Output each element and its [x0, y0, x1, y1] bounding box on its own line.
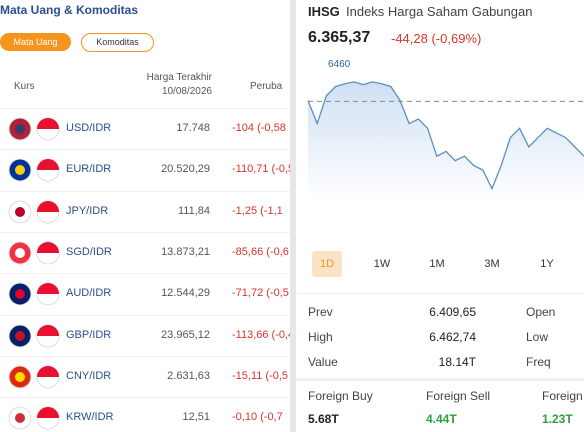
flag-inner [15, 165, 25, 176]
price: 2.631,63 [167, 369, 210, 382]
change: -1,25 (-1,1 [232, 204, 283, 217]
flag-id-red [37, 365, 59, 377]
price: 12,51 [182, 411, 210, 424]
flag-inner [15, 413, 25, 424]
price: 23.965,12 [161, 328, 210, 341]
pair: AUD/IDR [66, 287, 112, 300]
high-label: 6460 [328, 59, 351, 70]
flags [8, 324, 60, 347]
flags [8, 282, 60, 306]
index-name: Indeks Harga Saham Gabungan [346, 4, 533, 19]
area [308, 81, 584, 200]
stat-label: High [308, 330, 333, 344]
foreign-label: Foreign Buy [308, 389, 373, 403]
change: -44,28 (-0,69%) [391, 31, 482, 46]
price: 6.365,37 [308, 29, 371, 46]
column-header: Peruba [250, 81, 283, 92]
currency-panel: Mata Uang & Komoditas Mata Uang Komoditas K… [0, 0, 290, 432]
flags [8, 365, 60, 389]
column-header: 10/08/2026 [161, 86, 212, 97]
currency-row[interactable]: AUD/IDR 12.544,29 -71,72 (-0,5 [0, 273, 290, 315]
foreign-label: Foreign [542, 389, 583, 403]
currency-row[interactable]: SGD/IDR 13.873,21 -85,66 (-0,6 [0, 231, 290, 274]
change: -104 (-0,58 [232, 122, 286, 134]
currency-row[interactable]: EUR/IDR 20.520,29 -110,71 (-0,54 [0, 149, 290, 191]
change: -71,72 (-0,5 [232, 287, 289, 300]
flag-id-red [37, 407, 59, 419]
stat-label: Value [308, 355, 338, 369]
foreign-value: 4.44T [426, 412, 457, 426]
price: 12.544,29 [161, 287, 210, 300]
stat-value: 18.14T [438, 355, 476, 369]
price: 111,84 [177, 204, 210, 217]
period-tab[interactable]: 1Y [540, 258, 554, 270]
change: -15,11 (-0,5 [232, 369, 289, 382]
price: 20.520,29 [161, 163, 210, 176]
ticker: IHSG [308, 4, 340, 19]
flag-id-red [37, 118, 59, 129]
price-line [307, 81, 584, 191]
stat-label: Freq [526, 355, 551, 369]
column-header: Harga Terakhir [146, 72, 212, 83]
stat-value: 6.462,74 [429, 330, 476, 344]
pair: CNY/IDR [66, 369, 112, 382]
index-panel: IHSG Indeks Harga Saham Gabungan 6.365,37 -… [296, 0, 584, 432]
flag-inner [15, 289, 25, 300]
currency-row[interactable]: GBP/IDR 23.965,12 -113,66 (-0,4 [0, 314, 290, 357]
flags [8, 158, 60, 182]
pair: USD/IDR [66, 122, 112, 134]
currency-row[interactable]: USD/IDR 17.748 -104 (-0,58 [0, 108, 290, 150]
period-tab[interactable]: 1M [429, 258, 445, 270]
currency-row[interactable]: JPY/IDR 111,84 -1,25 (-1,1 [0, 190, 290, 233]
change: -0,10 (-0,7 [232, 411, 283, 424]
flags [8, 117, 60, 141]
flag-id-red [37, 241, 59, 253]
stat-label: Low [526, 330, 549, 344]
pair: EUR/IDR [66, 163, 112, 176]
currency-row[interactable]: CNY/IDR 2.631,63 -15,11 (-0,5 [0, 355, 290, 398]
change: -85,66 (-0,6 [232, 245, 289, 258]
flag-inner [15, 330, 25, 341]
stat-value: 6.409,65 [429, 305, 476, 319]
flag-inner [15, 371, 25, 382]
pair: KRW/IDR [66, 411, 114, 424]
change: -110,71 (-0,54 [232, 163, 290, 176]
flags [8, 406, 60, 430]
pair: JPY/IDR [66, 204, 109, 217]
tab[interactable]: Komoditas [81, 33, 154, 52]
currency-row[interactable]: KRW/IDR 12,51 -0,10 (-0,7 [0, 397, 290, 432]
pair: SGD/IDR [66, 245, 112, 258]
title: Mata Uang & Komoditas [0, 3, 139, 17]
period-tab[interactable]: 1D [312, 251, 342, 277]
column-header: Kurs [14, 81, 35, 92]
pair: GBP/IDR [66, 328, 112, 341]
foreign-label: Foreign Sell [426, 389, 491, 403]
flags [8, 200, 60, 224]
price: 17.748 [176, 122, 210, 134]
period-tab[interactable]: 1W [373, 258, 391, 270]
stat-label: Prev [308, 305, 333, 319]
period-tab[interactable]: 3M [484, 258, 500, 270]
divider [290, 0, 296, 432]
price: 13.873,21 [161, 245, 210, 258]
separator [296, 378, 584, 381]
flag-inner [15, 124, 25, 134]
stat-label: Open [526, 305, 556, 319]
flag-id-red [37, 200, 59, 212]
flag-inner [15, 247, 25, 258]
foreign-value: 5.68T [308, 412, 339, 426]
flag-id-red [37, 324, 59, 336]
tab[interactable]: Mata Uang [0, 33, 71, 51]
change: -113,66 (-0,4 [232, 328, 290, 341]
chart: 6460 [307, 59, 584, 200]
flag-inner [15, 206, 25, 217]
flag-id-red [37, 283, 59, 295]
flags [8, 241, 60, 265]
flag-id-red [37, 159, 59, 171]
foreign-value: 1.23T [542, 412, 573, 426]
